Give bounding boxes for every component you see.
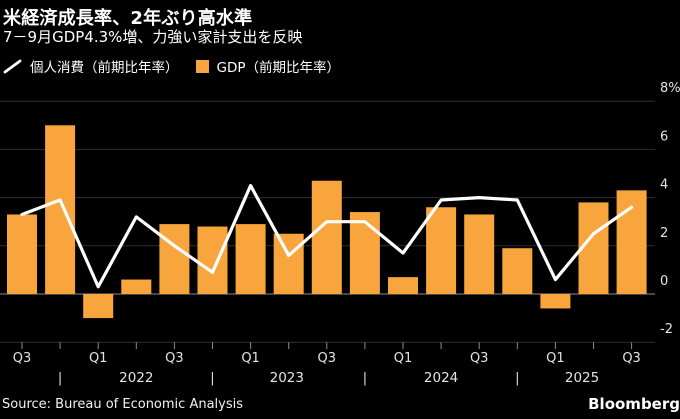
- gdp-bar-2023Q1: [235, 224, 266, 294]
- y-axis-label: 8%: [660, 81, 680, 96]
- year-label-2025: 2025: [565, 370, 599, 386]
- gdp-bar-2023Q4: [349, 212, 380, 294]
- x-axis-label: Q3: [622, 351, 641, 366]
- gdp-bar-2023Q3: [311, 180, 342, 294]
- x-axis-label: Q3: [470, 351, 489, 366]
- y-axis-label: 2: [660, 226, 668, 241]
- year-label-2023: 2023: [270, 370, 304, 386]
- y-axis-label: 0: [660, 274, 668, 289]
- gdp-bar-2023Q2: [273, 233, 304, 294]
- gdp-bar-2025Q1: [540, 294, 571, 309]
- x-axis-label: Q1: [394, 351, 413, 366]
- x-axis-label: Q1: [546, 351, 565, 366]
- chart-subtitle: 7－9月GDP4.3%増、力強い家計支出を反映: [3, 28, 303, 46]
- year-separator: |: [210, 371, 214, 386]
- y-axis-label: 6: [660, 129, 668, 144]
- gdp-bar-2022Q3: [159, 224, 190, 294]
- year-label-2024: 2024: [424, 370, 458, 386]
- gdp-bar-2021Q4: [45, 125, 76, 294]
- gdp-bar-2024Q2: [426, 207, 457, 294]
- year-separator: |: [363, 371, 367, 386]
- consumption-line: [20, 183, 634, 289]
- x-axis-label: Q1: [241, 351, 260, 366]
- bloomberg-logo: Bloomberg: [588, 395, 680, 413]
- chart-title: 米経済成長率、2年ぶり高水準: [3, 8, 253, 29]
- gdp-bar-2024Q4: [502, 248, 533, 294]
- bar-series-icon: [195, 59, 209, 73]
- gdp-bar-2024Q1: [388, 277, 418, 294]
- x-axis-label: Q3: [13, 351, 32, 366]
- line-series-icon: [3, 59, 22, 73]
- gdp-bar-2021Q3: [7, 214, 37, 294]
- x-axis-label: Q3: [318, 351, 337, 366]
- year-label-2022: 2022: [119, 370, 153, 386]
- gdp-bar-2022Q2: [121, 279, 152, 294]
- legend-item-gdp: GDP（前期比年率）: [195, 56, 341, 76]
- gdp-bar-2024Q3: [464, 214, 495, 294]
- year-separator: |: [58, 371, 62, 386]
- gdp-bar-2022Q1: [83, 294, 114, 319]
- legend-label-gdp: GDP（前期比年率）: [216, 60, 341, 76]
- source-note: Source: Bureau of Economic Analysis: [2, 397, 244, 412]
- year-separator: |: [515, 371, 519, 386]
- legend-label-consumption: 個人消費（前期比年率）: [30, 60, 179, 76]
- x-axis-label: Q3: [165, 351, 184, 366]
- gdp-bar-2022Q4: [197, 226, 228, 294]
- y-axis-label: -2: [660, 322, 673, 337]
- y-axis-label: 4: [660, 178, 668, 193]
- x-axis-label: Q1: [89, 351, 108, 366]
- legend-item-consumption: 個人消費（前期比年率）: [3, 56, 179, 76]
- legend: 個人消費（前期比年率） GDP（前期比年率）: [3, 56, 340, 76]
